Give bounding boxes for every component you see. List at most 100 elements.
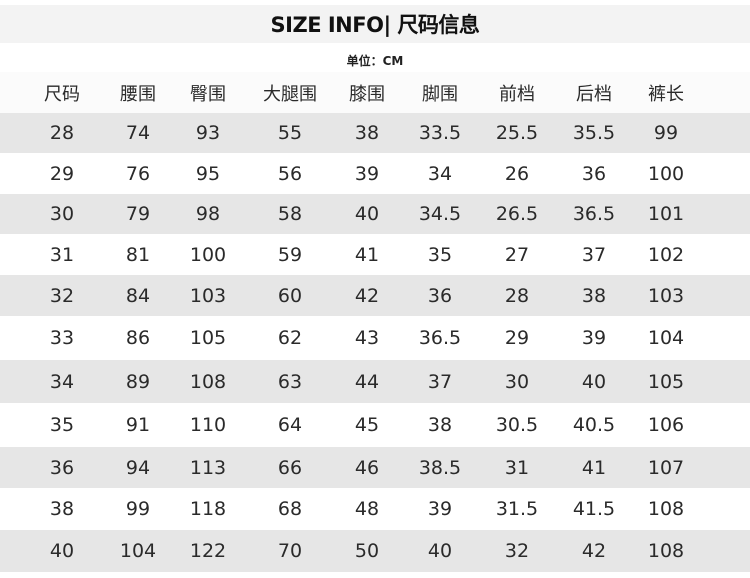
- table-cell: 40: [581, 370, 607, 393]
- table-cell: 50: [354, 540, 380, 562]
- table-cell: 36: [49, 456, 75, 479]
- table-cell: 113: [189, 456, 227, 479]
- table-cell: 108: [189, 370, 227, 393]
- table-cell: 48: [354, 498, 380, 520]
- table-cell: 40: [49, 540, 75, 562]
- column-header: 前档: [499, 83, 535, 105]
- table-row: 38 99 118 68 48 39 31.5 41.5 108: [0, 488, 750, 530]
- table-cell: 55: [277, 122, 303, 144]
- table-cell: 91: [125, 414, 151, 436]
- column-header: 后档: [576, 83, 612, 105]
- column-header: 臀围: [190, 83, 226, 105]
- table-cell: 106: [647, 414, 685, 436]
- table-row: 35 91 110 64 45 38 30.5 40.5 106: [0, 403, 750, 447]
- table-cell: 37: [581, 243, 607, 266]
- table-cell: 38: [427, 414, 453, 436]
- table-cell: 45: [354, 414, 380, 436]
- table-cell: 34.5: [418, 203, 462, 225]
- table-cell: 42: [354, 284, 380, 307]
- table-cell: 63: [277, 370, 303, 393]
- table-cell: 94: [125, 456, 151, 479]
- table-cell: 31.5: [495, 498, 539, 520]
- unit-label: 单位：CM: [346, 54, 404, 68]
- table-cell: 30: [504, 370, 530, 393]
- column-header: 腰围: [120, 83, 156, 105]
- table-cell: 35.5: [572, 122, 616, 144]
- table-cell: 42: [581, 540, 607, 562]
- table-header-row: 尺码 腰围 臀围 大腿围 膝围 脚围 前档 后档 裤长: [0, 72, 750, 113]
- table-cell: 99: [653, 122, 679, 144]
- table-cell: 122: [189, 540, 227, 562]
- table-row: 28 74 93 55 38 33.5 25.5 35.5 99: [0, 113, 750, 153]
- table-cell: 98: [195, 203, 221, 225]
- table-cell: 118: [189, 498, 227, 520]
- table-cell: 68: [277, 498, 303, 520]
- table-cell: 41: [354, 243, 380, 266]
- table-row: 36 94 113 66 46 38.5 31 41 107: [0, 447, 750, 488]
- table-row: 30 79 98 58 40 34.5 26.5 36.5 101: [0, 194, 750, 234]
- table-cell: 34: [427, 162, 453, 185]
- table-cell: 110: [189, 414, 227, 436]
- table-cell: 84: [125, 284, 151, 307]
- table-cell: 86: [125, 327, 151, 349]
- table-cell: 26.5: [495, 203, 539, 225]
- table-cell: 40.5: [572, 414, 616, 436]
- table-cell: 39: [581, 327, 607, 349]
- table-cell: 31: [49, 243, 75, 266]
- table-cell: 36.5: [572, 203, 616, 225]
- table-cell: 35: [427, 243, 453, 266]
- table-cell: 28: [49, 122, 75, 144]
- table-cell: 100: [647, 162, 685, 185]
- table-cell: 74: [125, 122, 151, 144]
- table-cell: 41: [581, 456, 607, 479]
- table-cell: 99: [125, 498, 151, 520]
- table-cell: 56: [277, 162, 303, 185]
- table-cell: 108: [647, 540, 685, 562]
- table-cell: 36.5: [418, 327, 462, 349]
- size-table: 尺码 腰围 臀围 大腿围 膝围 脚围 前档 后档 裤长 28 74 93 55 38 33.5 25.5 35.…: [0, 72, 750, 572]
- table-cell: 62: [277, 327, 303, 349]
- table-cell: 108: [647, 498, 685, 520]
- table-cell: 38: [49, 498, 75, 520]
- page-title: SIZE INFO| 尺码信息: [270, 13, 480, 37]
- table-cell: 39: [354, 162, 380, 185]
- table-row: 29 76 95 56 39 34 26 36 100: [0, 153, 750, 194]
- table-cell: 35: [49, 414, 75, 436]
- table-cell: 37: [427, 370, 453, 393]
- table-cell: 104: [119, 540, 157, 562]
- table-cell: 105: [189, 327, 227, 349]
- table-cell: 41.5: [572, 498, 616, 520]
- table-cell: 70: [277, 540, 303, 562]
- table-row: 32 84 103 60 42 36 28 38 103: [0, 275, 750, 316]
- table-cell: 40: [427, 540, 453, 562]
- column-header: 裤长: [648, 83, 684, 105]
- column-header: 大腿围: [263, 83, 317, 105]
- table-cell: 38.5: [418, 456, 462, 479]
- table-cell: 105: [647, 370, 685, 393]
- table-cell: 38: [354, 122, 380, 144]
- table-cell: 66: [277, 456, 303, 479]
- table-row: 34 89 108 63 44 37 30 40 105: [0, 360, 750, 403]
- table-cell: 25.5: [495, 122, 539, 144]
- table-cell: 89: [125, 370, 151, 393]
- table-cell: 28: [504, 284, 530, 307]
- table-cell: 76: [125, 162, 151, 185]
- table-cell: 46: [354, 456, 380, 479]
- table-cell: 100: [189, 243, 227, 266]
- table-cell: 26: [504, 162, 530, 185]
- table-cell: 103: [189, 284, 227, 307]
- table-row: 40 104 122 70 50 40 32 42 108: [0, 530, 750, 572]
- table-cell: 103: [647, 284, 685, 307]
- table-row: 31 81 100 59 41 35 27 37 102: [0, 234, 750, 275]
- table-cell: 44: [354, 370, 380, 393]
- table-cell: 58: [277, 203, 303, 225]
- table-cell: 40: [354, 203, 380, 225]
- table-cell: 33: [49, 327, 75, 349]
- table-cell: 32: [49, 284, 75, 307]
- table-cell: 79: [125, 203, 151, 225]
- table-cell: 95: [195, 162, 221, 185]
- table-cell: 93: [195, 122, 221, 144]
- table-row: 33 86 105 62 43 36.5 29 39 104: [0, 316, 750, 360]
- table-cell: 101: [647, 203, 685, 225]
- column-header: 尺码: [44, 83, 80, 105]
